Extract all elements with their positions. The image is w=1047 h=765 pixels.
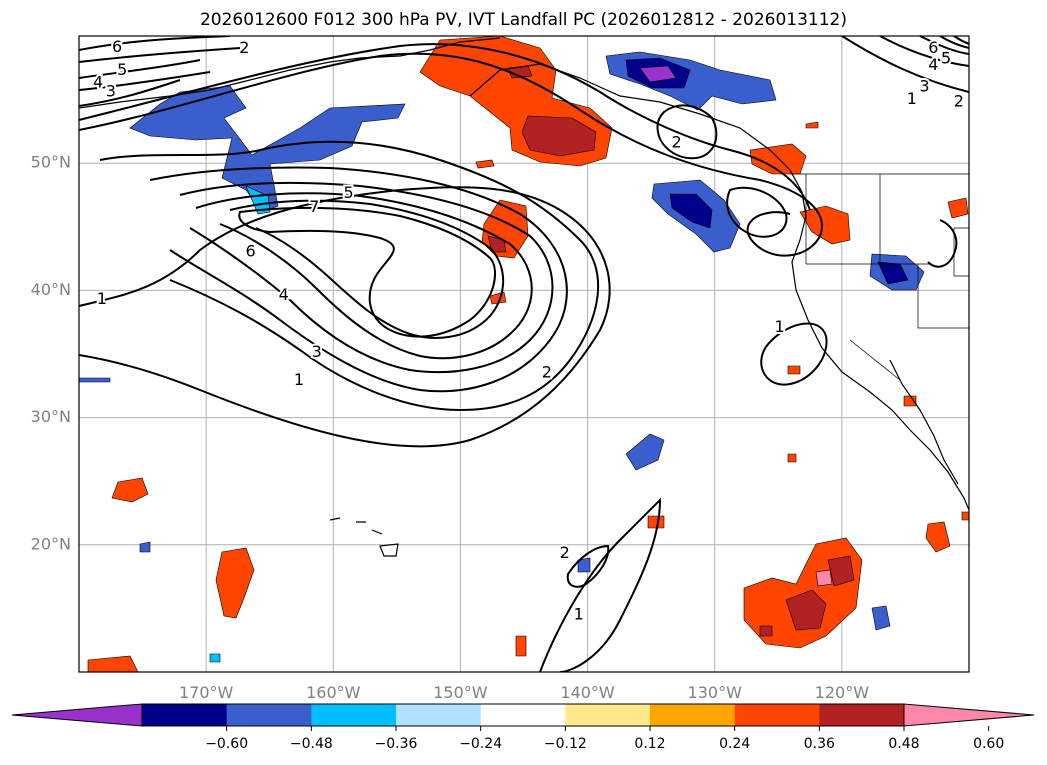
contour-1-tropics: [539, 497, 662, 672]
contour-label: 1: [907, 89, 917, 108]
contour-label: 4: [93, 73, 103, 92]
negative-field-sw-mexico: [871, 605, 891, 631]
contour-label: 2: [954, 92, 964, 111]
colorbar-bin: [396, 704, 482, 726]
colorbar-tick-label: 0.60: [973, 736, 1004, 752]
contour-label: 2: [239, 38, 249, 57]
colorbar-tick-label: 0.48: [888, 736, 919, 752]
colorbar-extend-low: [11, 703, 143, 727]
x-tick-label: 130°W: [688, 683, 743, 702]
positive-field-20n-170w: [215, 547, 255, 619]
contour-label: 3: [919, 76, 929, 95]
negative-field-30n: [625, 433, 665, 471]
colorbar-tick-label: 0.24: [719, 736, 750, 752]
colorbar-tick-label: −0.48: [290, 736, 333, 752]
contour-label: 1: [97, 289, 107, 308]
colorbar-tick-label: −0.60: [205, 736, 248, 752]
alaska-coast: [79, 37, 969, 511]
contour-2-ne: [79, 52, 823, 257]
contour-label: 7: [309, 197, 319, 216]
contour-label: 5: [343, 183, 353, 202]
colorbar-bin: [650, 704, 736, 726]
colorbar-tick-label: 0.12: [634, 736, 665, 752]
y-tick-label: 50°N: [31, 153, 71, 172]
map-frame: [78, 35, 970, 673]
positive-field-gulf-core: [521, 115, 597, 157]
colorbar-bin: [565, 704, 651, 726]
contour-label: 3: [106, 81, 116, 100]
positive-field-w-pacific: [111, 477, 149, 503]
contour-label: 2: [671, 132, 681, 151]
contour-label: 5: [117, 60, 127, 79]
x-tick-label: 140°W: [560, 683, 615, 702]
x-tick-label: 170°W: [179, 683, 234, 702]
contour-label: 1: [574, 604, 584, 623]
colorbar-bin: [226, 704, 312, 726]
contour-label: 1: [294, 370, 304, 389]
contour-label: 3: [312, 342, 322, 361]
colorbar-tick-labels: −0.60 −0.48 −0.36 −0.24 −0.12 0.12 0.24 0.36 0.4…: [205, 726, 1004, 752]
contour-label: 6: [928, 38, 938, 57]
colorbar-frame: [141, 703, 905, 727]
pv-contours: [79, 36, 969, 672]
contour-label: 4: [279, 285, 289, 304]
colorbar-tick-label: −0.24: [459, 736, 502, 752]
colorbar: [11, 703, 1035, 727]
contour-label: 2: [542, 363, 552, 382]
contour-1-ca: [760, 322, 828, 386]
x-axis-ticks: 170°W 160°W 150°W 140°W 130°W 120°W: [179, 683, 869, 702]
contour-inner: [238, 206, 497, 338]
contour-loop-wa: [726, 186, 788, 238]
colorbar-bin: [819, 704, 905, 726]
colorbar-bin: [734, 704, 820, 726]
contour-label: 6: [246, 242, 256, 261]
x-tick-label: 150°W: [433, 683, 488, 702]
contour-label: 1: [774, 317, 784, 336]
y-tick-label: 20°N: [31, 534, 71, 553]
colorbar-tick-label: −0.36: [375, 736, 418, 752]
x-tick-label: 120°W: [815, 683, 870, 702]
colorbar-bin: [480, 704, 566, 726]
contour-label: 2: [560, 543, 570, 562]
contour-1-main: [79, 186, 611, 448]
x-tick-label: 160°W: [306, 683, 361, 702]
y-tick-label: 40°N: [31, 280, 71, 299]
borders: [790, 173, 969, 381]
contour-2-tropics: [566, 544, 610, 588]
y-tick-label: 30°N: [31, 407, 71, 426]
contour-label: 4: [928, 55, 938, 74]
colorbar-bin: [142, 704, 228, 726]
colorbar-bin: [311, 704, 397, 726]
colorbar-extend-high: [903, 703, 1035, 727]
hawaii: [329, 517, 399, 557]
y-axis-ticks: 50°N 40°N 30°N 20°N: [31, 153, 71, 554]
shaded-fields: [79, 36, 969, 672]
baja-coast: [889, 359, 959, 485]
contour-label: 5: [941, 48, 951, 67]
contour-label: 6: [112, 37, 122, 56]
map-title: 2026012600 F012 300 hPa PV, IVT Landfall…: [199, 10, 847, 30]
colorbar-tick-label: −0.12: [544, 736, 587, 752]
contour-2-loop-bc: [656, 104, 718, 160]
colorbar-tick-label: 0.36: [804, 736, 835, 752]
